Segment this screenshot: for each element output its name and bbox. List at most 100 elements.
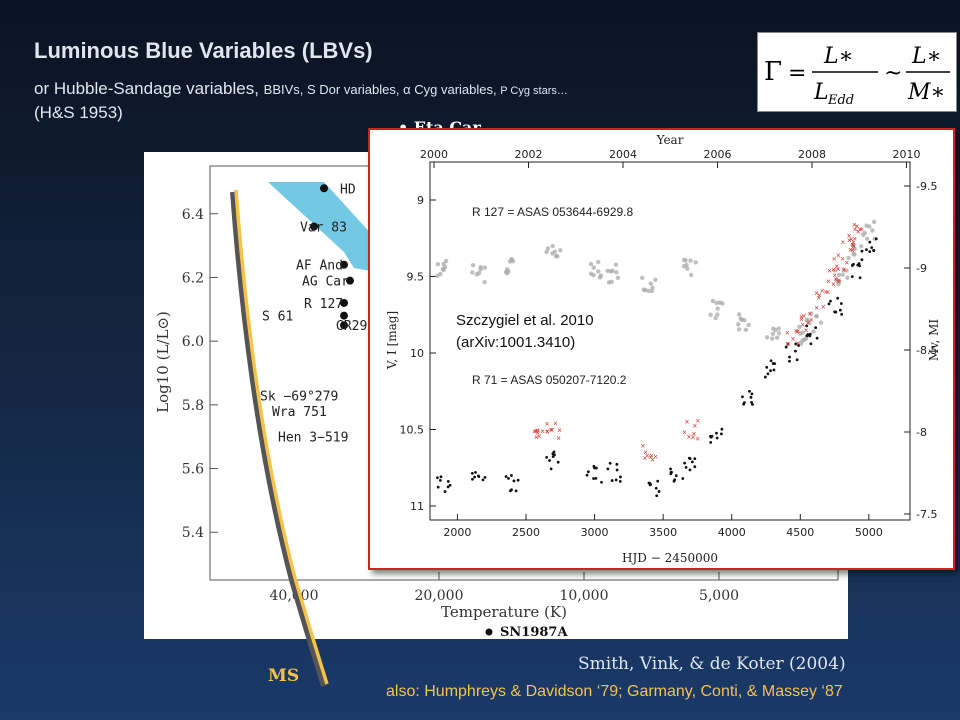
lc-data-point: [797, 324, 802, 330]
lc-data-point: [784, 345, 788, 349]
lc-data-point: [794, 349, 797, 353]
lc-data-point: [514, 489, 518, 493]
formula-num1: L∗: [823, 44, 854, 69]
lc-data-point: [710, 298, 716, 304]
hr-x-tick-label: 40,000: [270, 588, 319, 604]
lc-data-point: [592, 464, 596, 468]
lc-data-point: [693, 260, 698, 265]
lc-data-point: [868, 250, 872, 254]
lc-data-point: [550, 251, 555, 256]
lc-data-point: [588, 261, 594, 267]
lc-data-point: [870, 246, 874, 250]
lc-data-point: [709, 441, 713, 444]
lc-data-point: [840, 272, 846, 277]
lc-data-point: [736, 312, 742, 317]
lc-data-point: [643, 288, 648, 293]
lc-data-point: [474, 272, 479, 277]
lc-top-axis: 2000 2002 2004 2006 2008 2010: [420, 148, 921, 168]
lc-bottom-axis: 2000 2500 3000 3500 4000 4500 5000: [443, 514, 883, 539]
lc-data-point: [774, 335, 780, 340]
lc-red-point: ×: [852, 221, 857, 230]
lc-red-point: ×: [695, 434, 700, 443]
lc-data-point: [693, 465, 697, 469]
lc-data-point: [640, 275, 645, 281]
lc-red-point: ×: [556, 434, 561, 443]
lc-data-point: [446, 480, 450, 483]
hr-y-tick-label: 6.2: [182, 270, 204, 286]
lc-data-point: [827, 302, 831, 306]
lc-data-point: [749, 395, 753, 399]
lc-right-tick-label: -7.5: [916, 508, 937, 521]
hr-x-ticks: 40,000 20,000 10,000 5,000: [270, 572, 739, 604]
lc-data-point: [481, 478, 485, 482]
hr-star-label: Hen 3−519: [278, 431, 348, 446]
lc-plot-frame: [429, 161, 911, 521]
lc-data-point: [509, 257, 515, 262]
lc-data-point: [588, 271, 594, 276]
lc-data-point: [436, 485, 440, 489]
lc-data-point: [844, 268, 849, 273]
lc-red-point: ×: [794, 326, 799, 335]
lc-red-point: ×: [545, 427, 550, 436]
lc-data-point: [846, 255, 851, 261]
hr-star-point: [340, 298, 348, 307]
lc-data-point: [549, 467, 553, 471]
hr-y-tick-label: 6.4: [182, 207, 204, 223]
lc-data-point: [742, 402, 746, 406]
hr-x-tick-label: 5,000: [699, 588, 739, 604]
lc-data-point: [682, 257, 687, 263]
lc-data-point: [803, 336, 809, 341]
eddington-formula: Γ = L∗ L Edd ~ L∗ M∗: [757, 32, 957, 112]
lc-data-point: [683, 461, 687, 465]
lc-red-point: ×: [814, 289, 819, 298]
lc-red-point: ×: [645, 451, 650, 460]
lc-data-point: [507, 476, 510, 480]
formula-den2: M∗: [907, 80, 945, 105]
lc-data-point: [446, 485, 450, 489]
lc-data-point: [594, 476, 598, 480]
hr-x-tick-label: 20,000: [415, 588, 464, 604]
lc-data-point: [506, 269, 511, 274]
lc-data-point: [764, 335, 770, 340]
lc-data-point: [840, 312, 844, 316]
lc-data-point: [715, 312, 720, 317]
lc-data-point: [558, 248, 563, 253]
lc-data-point: [470, 471, 474, 475]
light-curve-svg: 2000 2002 2004 2006 2008 2010 2000 2500 3000 350…: [385, 133, 941, 565]
lc-label-r71: R 71 = ASAS 050207-7120.2: [472, 373, 627, 387]
lc-data-point: [684, 262, 689, 268]
lc-data-point: [770, 331, 776, 336]
lc-data-point: [653, 277, 658, 283]
lc-data-point: [814, 326, 818, 330]
lc-data-point: [438, 478, 442, 482]
lc-red-point: ×: [859, 225, 864, 234]
lc-data-point: [690, 460, 694, 464]
lc-data-point: [719, 432, 723, 436]
subtitle-line-2: (H&S 1953): [34, 103, 123, 122]
lc-red-point: ×: [641, 442, 646, 451]
hr-star-label: Var 83: [300, 221, 347, 236]
lc-data-point: [688, 272, 694, 278]
lc-data-point: [614, 478, 618, 482]
lc-data-point: [864, 223, 869, 228]
lc-data-point: [592, 477, 595, 480]
lc-data-point: [834, 310, 838, 314]
lc-red-point: ×: [806, 319, 811, 328]
lc-y-axis-label: V, I [mag]: [385, 311, 399, 370]
lc-data-point: [614, 270, 619, 275]
lc-data-point: [443, 258, 449, 264]
lc-data-point: [860, 258, 864, 262]
lc-data-point: [750, 392, 754, 396]
lc-top-tick-label: 2000: [420, 148, 448, 161]
also-references: also: Humphreys & Davidson ‘79; Garmany,…: [386, 683, 843, 700]
hr-star-point: [340, 311, 348, 320]
lc-red-point: ×: [685, 417, 690, 426]
lc-data-point: [857, 262, 861, 265]
lc-right-tick-label: -8.5: [916, 344, 937, 357]
lc-data-point: [473, 475, 477, 479]
hr-y-tick-label: 5.8: [182, 398, 204, 414]
lc-data-point: [772, 368, 776, 372]
lc-red-point: ×: [847, 232, 852, 241]
lc-data-point: [516, 478, 520, 482]
lc-data-point: [648, 483, 652, 487]
